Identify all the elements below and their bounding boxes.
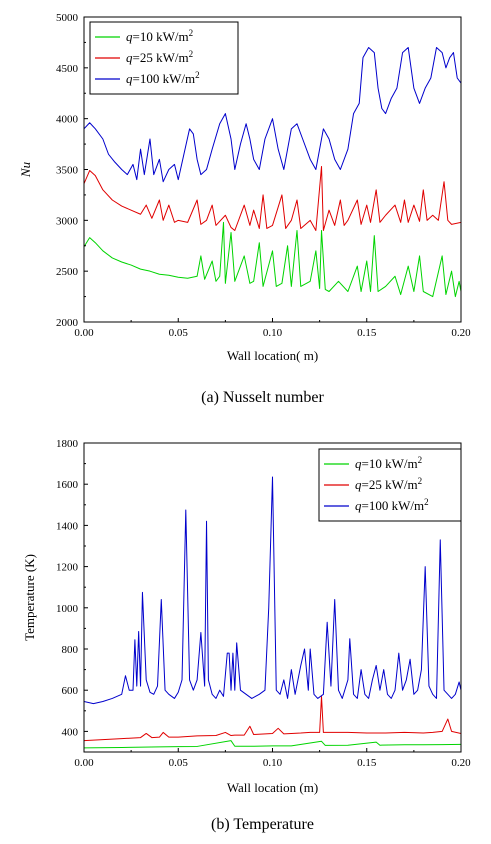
x-tick-label: 0.15	[357, 327, 377, 339]
series-line-3	[84, 476, 461, 705]
series-line-3	[84, 47, 461, 183]
y-axis-label: Nu	[18, 161, 33, 178]
y-tick-label: 400	[62, 726, 79, 738]
y-tick-label: 800	[62, 644, 79, 656]
y-tick-label: 1000	[56, 603, 79, 615]
figure-caption: (a) Nusselt number	[201, 389, 324, 406]
y-tick-label: 1400	[56, 520, 79, 532]
figure-caption: (b) Temperature	[211, 816, 314, 833]
y-tick-label: 2000	[56, 317, 79, 329]
legend-entry: q=25 kW/m2	[355, 476, 422, 492]
y-tick-label: 5000	[56, 12, 79, 24]
y-tick-label: 4000	[56, 114, 79, 126]
y-tick-label: 1800	[56, 438, 79, 450]
series-line-1	[84, 221, 461, 298]
y-tick-label: 3000	[56, 215, 79, 227]
series-line-1	[84, 740, 461, 749]
x-tick-label: 0.05	[169, 327, 189, 339]
y-tick-label: 3500	[56, 165, 79, 177]
legend: q=10 kW/m2 q=25 kW/m2 q=100 kW/m2	[89, 21, 239, 95]
series-line-2	[84, 165, 461, 231]
y-tick-label: 1200	[56, 562, 79, 574]
y-axis-label: Temperature (K)	[22, 554, 37, 641]
chart-temperature: 0.00 0.05 0.10 0.15 0.20 400 600 800 1000 1200 140…	[22, 438, 471, 833]
x-axis-label: Wall location( m)	[227, 348, 318, 363]
legend-entry: q=100 kW/m2	[355, 497, 429, 513]
x-tick-label: 0.10	[263, 327, 283, 339]
legend-entry: q=10 kW/m2	[126, 28, 193, 44]
legend: q=10 kW/m2 q=25 kW/m2 q=100 kW/m2	[318, 448, 462, 522]
y-tick-label: 600	[62, 685, 79, 697]
y-tick-label: 4500	[56, 63, 79, 75]
legend-entry: q=100 kW/m2	[126, 70, 200, 86]
x-tick-label: 0.10	[263, 757, 283, 769]
legend-entry: q=25 kW/m2	[126, 49, 193, 65]
y-tick-label: 1600	[56, 479, 79, 491]
x-axis-label: Wall location (m)	[227, 780, 318, 795]
x-tick-label: 0.05	[169, 757, 189, 769]
y-tick-label: 2500	[56, 266, 79, 278]
series-line-2	[84, 695, 461, 742]
x-tick-label: 0.20	[451, 757, 471, 769]
x-tick-label: 0.15	[357, 757, 377, 769]
x-tick-label: 0.20	[451, 327, 471, 339]
chart-nusselt: 0.00 0.05 0.10 0.15 0.20 2000 2500 3000 3500 4000…	[18, 12, 471, 406]
x-tick-label: 0.00	[74, 327, 94, 339]
x-tick-label: 0.00	[74, 757, 94, 769]
legend-entry: q=10 kW/m2	[355, 455, 422, 471]
